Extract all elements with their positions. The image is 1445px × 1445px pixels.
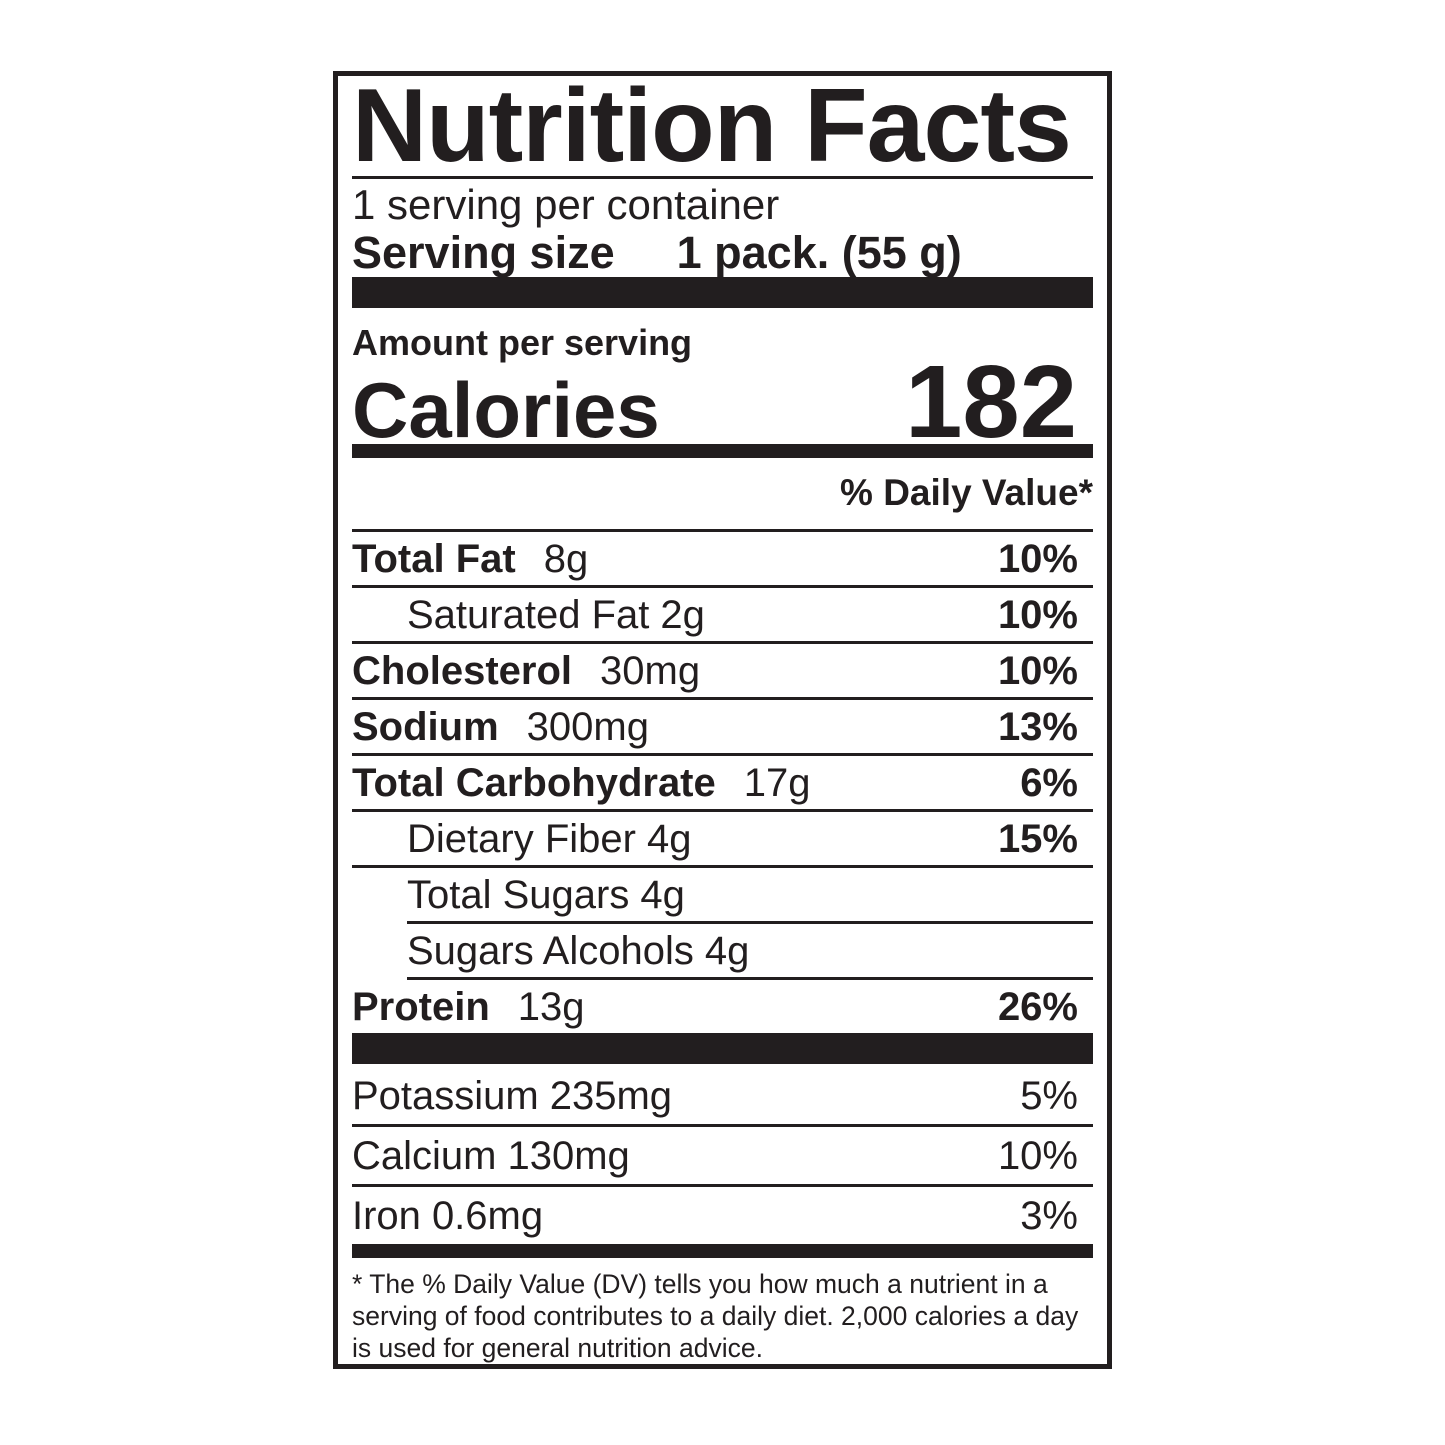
- nutrient-row-total-carbohydrate: Total Carbohydrate 17g 6%: [352, 753, 1093, 809]
- footnote-line: is used for general nutrition advice.: [352, 1333, 763, 1363]
- calories-label: Calories: [352, 366, 660, 454]
- nutrient-amount: 30mg: [600, 649, 701, 693]
- nutrient-daily-value: 15%: [997, 817, 1078, 861]
- nutrient-row-sugars-alcohols: Sugars Alcohols 4g: [352, 921, 1093, 977]
- nutrient-row-saturated-fat: Saturated Fat 2g 10%: [352, 585, 1093, 641]
- nutrient-amount: 17g: [743, 761, 811, 805]
- nutrient-amount: 4g: [704, 929, 750, 973]
- calories-row: Calories 182: [352, 344, 1093, 459]
- footnote-line: serving of food contributes to a daily d…: [352, 1301, 1079, 1331]
- nutrition-facts-label: Nutrition Facts 1 serving per container …: [333, 71, 1112, 1369]
- nutrient-daily-value: 13%: [997, 705, 1078, 749]
- amount-per-serving-label: Amount per serving: [352, 322, 693, 363]
- nutrient-row-protein: Protein 13g 26%: [352, 977, 1093, 1033]
- nutrient-name: Sodium: [352, 705, 499, 749]
- nutrient-name: Saturated Fat: [407, 593, 650, 637]
- nutrient-rows: Total Fat 8g 10% Saturated Fat 2g 10% Ch…: [352, 529, 1093, 1033]
- nutrient-name: Dietary Fiber: [407, 817, 636, 861]
- mineral-name: Iron: [352, 1194, 421, 1238]
- nutrient-amount: 4g: [646, 817, 692, 861]
- nutrient-name: Cholesterol: [352, 649, 573, 693]
- footnote: * The % Daily Value (DV) tells you how m…: [352, 1258, 1093, 1364]
- serving-size-row: Serving size 1 pack. (55 g): [352, 228, 1093, 277]
- nutrient-amount: 4g: [640, 873, 685, 917]
- nutrient-name: Protein: [352, 985, 490, 1029]
- nutrient-daily-value: 10%: [997, 537, 1078, 581]
- mineral-name: Potassium: [352, 1074, 539, 1118]
- divider-bar-medium-footnote: [352, 1244, 1093, 1258]
- nutrient-row-dietary-fiber: Dietary Fiber 4g 15%: [352, 809, 1093, 865]
- mineral-amount: 130mg: [507, 1134, 630, 1178]
- mineral-daily-value: 5%: [1020, 1074, 1078, 1118]
- serving-size-value: 1 pack. (55 g): [676, 227, 962, 278]
- divider-bar-thick-protein: [352, 1033, 1093, 1064]
- serving-size-label: Serving size: [352, 227, 615, 278]
- nutrient-name: Total Fat: [352, 537, 516, 581]
- nutrient-daily-value: 10%: [997, 649, 1078, 693]
- mineral-amount: 0.6mg: [431, 1194, 544, 1238]
- nutrient-name: Sugars Alcohols: [407, 929, 694, 973]
- mineral-row-calcium: Calcium 130mg 10%: [352, 1124, 1093, 1184]
- mineral-row-potassium: Potassium 235mg 5%: [352, 1064, 1093, 1124]
- calories-value: 182: [905, 344, 1077, 459]
- divider-bar-medium-calories: [352, 444, 1093, 458]
- nutrient-amount: 300mg: [526, 705, 649, 749]
- nutrient-daily-value: 10%: [997, 593, 1078, 637]
- label-title: Nutrition Facts: [352, 76, 1093, 179]
- nutrient-amount: 13g: [517, 985, 585, 1029]
- nutrient-amount: 8g: [543, 537, 589, 581]
- nutrient-daily-value: 26%: [997, 985, 1078, 1029]
- divider-bar-thick-top: [352, 277, 1093, 308]
- nutrient-row-cholesterol: Cholesterol 30mg 10%: [352, 641, 1093, 697]
- nutrient-name: Total Sugars: [407, 873, 630, 917]
- nutrient-row-total-sugars: Total Sugars 4g: [352, 865, 1093, 921]
- mineral-daily-value: 10%: [997, 1134, 1078, 1178]
- mineral-row-iron: Iron 0.6mg 3%: [352, 1184, 1093, 1244]
- footnote-line: * The % Daily Value (DV) tells you how m…: [352, 1269, 1048, 1299]
- nutrient-name: Total Carbohydrate: [352, 761, 716, 805]
- nutrient-daily-value: 6%: [1020, 761, 1078, 805]
- nutrient-row-total-fat: Total Fat 8g 10%: [352, 529, 1093, 585]
- servings-per-container: 1 serving per container: [352, 181, 780, 228]
- daily-value-header: % Daily Value*: [840, 472, 1093, 513]
- nutrient-row-sodium: Sodium 300mg 13%: [352, 697, 1093, 753]
- mineral-amount: 235mg: [549, 1074, 673, 1118]
- mineral-daily-value: 3%: [1020, 1194, 1078, 1238]
- mineral-rows: Potassium 235mg 5% Calcium 130mg 10% Iro…: [352, 1064, 1093, 1244]
- nutrient-amount: 2g: [660, 593, 705, 637]
- mineral-name: Calcium: [352, 1134, 497, 1178]
